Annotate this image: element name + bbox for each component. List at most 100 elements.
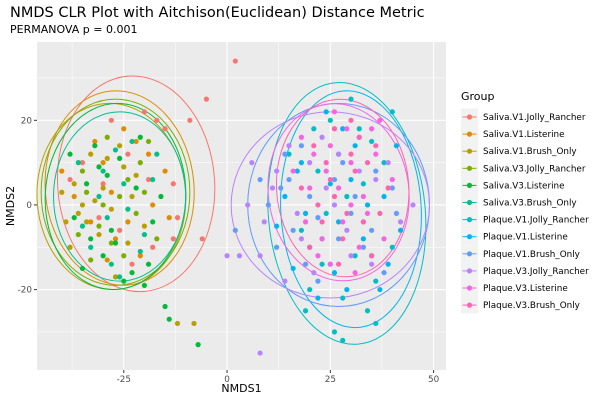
point-Plaque.V3.Jolly_Rancher	[236, 253, 243, 259]
point-Plaque.V3.Listerine	[373, 151, 379, 157]
x-tick-label: 0	[224, 375, 230, 385]
point-Plaque.V1.Brush_Only	[315, 215, 321, 221]
ellipse-Plaque.V1.Jolly_Rancher	[267, 82, 427, 345]
point-Plaque.V1.Listerine	[335, 219, 342, 225]
legend-key-point	[466, 114, 473, 120]
point-Plaque.V3.Brush_Only	[331, 193, 338, 200]
point-Saliva.V3.Jolly_Rancher	[79, 168, 86, 174]
point-Plaque.V1.Listerine	[315, 295, 321, 301]
point-Saliva.V1.Listerine	[150, 202, 156, 208]
point-Plaque.V1.Brush_Only	[232, 227, 238, 233]
point-Plaque.V1.Brush_Only	[360, 244, 366, 250]
point-Plaque.V3.Jolly_Rancher	[245, 202, 251, 208]
legend-key-point	[466, 302, 473, 308]
point-Plaque.V1.Jolly_Rancher	[364, 308, 371, 314]
legend-label: Plaque.V1.Jolly_Rancher	[483, 216, 589, 226]
point-Plaque.V1.Brush_Only	[274, 244, 280, 250]
point-Saliva.V3.Brush_Only	[104, 215, 110, 221]
point-Plaque.V1.Jolly_Rancher	[323, 210, 329, 217]
point-Plaque.V3.Listerine	[344, 126, 350, 132]
point-Plaque.V1.Listerine	[360, 236, 366, 242]
point-Plaque.V3.Brush_Only	[344, 210, 350, 217]
legend-label: Saliva.V1.Jolly_Rancher	[483, 113, 586, 123]
point-Saliva.V1.Brush_Only	[59, 189, 65, 195]
point-Saliva.V1.Jolly_Rancher	[141, 109, 148, 115]
point-Plaque.V1.Jolly_Rancher	[307, 286, 313, 293]
point-Saliva.V1.Brush_Only	[104, 155, 110, 161]
point-Plaque.V3.Brush_Only	[364, 160, 371, 166]
point-Saliva.V3.Listerine	[137, 134, 143, 140]
point-Plaque.V3.Jolly_Rancher	[356, 168, 362, 174]
point-Plaque.V1.Brush_Only	[298, 143, 305, 149]
point-Plaque.V1.Brush_Only	[286, 176, 292, 183]
point-Saliva.V1.Brush_Only	[121, 164, 127, 170]
point-Plaque.V3.Brush_Only	[348, 151, 354, 157]
point-Saliva.V1.Brush_Only	[96, 231, 102, 238]
legend-item-Plaque.V3.Brush_Only: Plaque.V3.Brush_Only	[461, 296, 580, 314]
point-Saliva.V1.Listerine	[137, 253, 143, 259]
point-Saliva.V3.Brush_Only	[141, 231, 148, 238]
y-axis-ticks: -20 0 20	[18, 116, 37, 296]
point-Saliva.V3.Listerine	[67, 151, 73, 157]
point-Plaque.V3.Jolly_Rancher	[298, 236, 305, 242]
point-Plaque.V3.Listerine	[319, 236, 325, 242]
legend-key-point	[466, 234, 473, 240]
point-Plaque.V1.Jolly_Rancher	[389, 109, 395, 115]
point-Plaque.V3.Jolly_Rancher	[224, 253, 230, 259]
point-Plaque.V3.Brush_Only	[331, 126, 338, 132]
point-Plaque.V1.Brush_Only	[282, 151, 288, 157]
point-Saliva.V1.Listerine	[71, 193, 77, 200]
point-Saliva.V3.Brush_Only	[117, 274, 123, 280]
point-Plaque.V3.Brush_Only	[385, 185, 391, 191]
point-Plaque.V1.Listerine	[298, 160, 305, 166]
point-Saliva.V3.Brush_Only	[121, 181, 127, 187]
y-axis-title: NMDS2	[4, 186, 17, 226]
point-Saliva.V1.Listerine	[100, 160, 106, 166]
legend-label: Saliva.V3.Brush_Only	[483, 199, 577, 209]
legend-key-point	[466, 165, 473, 171]
point-Plaque.V3.Jolly_Rancher	[335, 151, 342, 157]
point-Plaque.V1.Brush_Only	[302, 261, 309, 267]
point-Plaque.V1.Listerine	[348, 176, 354, 183]
point-Saliva.V3.Brush_Only	[150, 176, 156, 183]
point-Plaque.V1.Jolly_Rancher	[373, 278, 379, 284]
point-Plaque.V3.Listerine	[369, 126, 375, 132]
point-Plaque.V1.Brush_Only	[389, 185, 395, 191]
point-Plaque.V1.Jolly_Rancher	[319, 261, 325, 267]
point-Plaque.V1.Listerine	[274, 223, 280, 229]
point-Plaque.V3.Jolly_Rancher	[269, 185, 276, 191]
point-Saliva.V3.Listerine	[100, 253, 106, 259]
point-Saliva.V3.Listerine	[162, 303, 168, 310]
legend-item-Saliva.V1.Jolly_Rancher: Saliva.V1.Jolly_Rancher	[461, 108, 586, 126]
point-Plaque.V1.Listerine	[290, 265, 296, 272]
legend-item-Plaque.V1.Listerine: Plaque.V1.Listerine	[461, 228, 568, 246]
point-Plaque.V3.Listerine	[327, 261, 333, 267]
point-Plaque.V1.Listerine	[302, 210, 309, 217]
legend-key-point	[466, 148, 473, 154]
point-Saliva.V3.Listerine	[133, 185, 139, 191]
point-Plaque.V1.Listerine	[331, 270, 338, 276]
point-Plaque.V3.Listerine	[302, 219, 309, 225]
point-Saliva.V3.Brush_Only	[125, 206, 131, 212]
point-Saliva.V3.Jolly_Rancher	[108, 240, 114, 246]
legend-item-Saliva.V1.Listerine: Saliva.V1.Listerine	[461, 125, 565, 143]
point-Saliva.V3.Listerine	[112, 240, 119, 246]
point-Plaque.V3.Brush_Only	[335, 261, 342, 267]
point-Plaque.V3.Jolly_Rancher	[348, 253, 354, 259]
point-Saliva.V3.Jolly_Rancher	[88, 257, 94, 263]
point-Plaque.V1.Listerine	[327, 181, 333, 187]
point-Plaque.V1.Brush_Only	[348, 210, 354, 217]
point-Saliva.V1.Jolly_Rancher	[162, 126, 168, 132]
point-Plaque.V1.Brush_Only	[340, 160, 346, 166]
point-Saliva.V3.Listerine	[150, 219, 156, 225]
point-Plaque.V3.Listerine	[352, 270, 358, 276]
point-Plaque.V1.Jolly_Rancher	[327, 117, 333, 123]
legend-key-point	[466, 131, 473, 137]
point-Plaque.V1.Listerine	[364, 202, 371, 208]
point-Plaque.V3.Jolly_Rancher	[286, 143, 292, 149]
point-Saliva.V1.Listerine	[112, 236, 119, 242]
point-Plaque.V1.Brush_Only	[381, 270, 387, 276]
point-Plaque.V3.Listerine	[389, 176, 395, 183]
point-Plaque.V1.Listerine	[294, 168, 300, 174]
